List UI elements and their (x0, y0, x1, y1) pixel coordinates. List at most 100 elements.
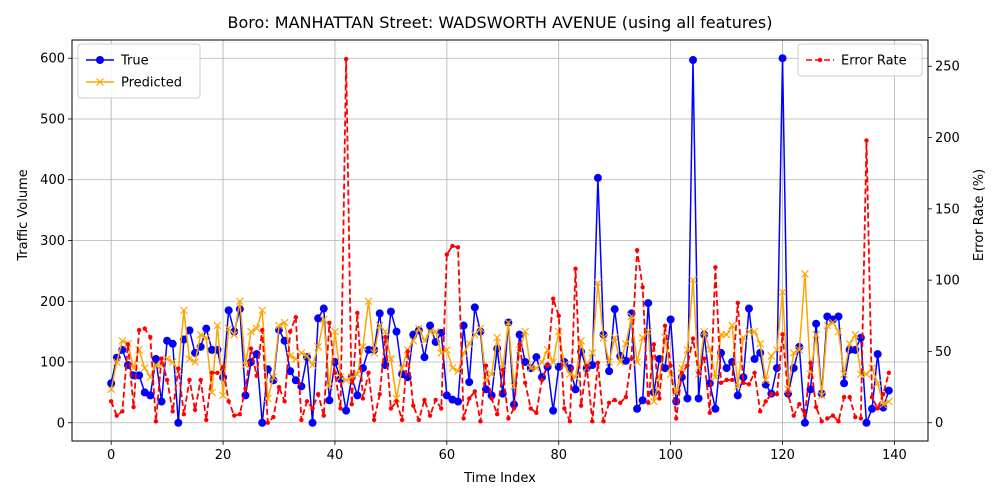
data-point-error-rate (707, 410, 713, 415)
legend-right: Error Rate (797, 43, 923, 77)
data-point-true (689, 56, 698, 65)
data-point-predicted (364, 297, 373, 306)
legend-left: True Predicted (77, 43, 201, 99)
data-point-error-rate (674, 416, 679, 421)
data-point-predicted (241, 361, 250, 369)
data-point-true (834, 312, 843, 321)
data-point-true (202, 324, 211, 333)
data-point-true (683, 394, 692, 403)
data-point-error-rate (287, 329, 293, 334)
data-point-error-rate (248, 346, 254, 351)
data-point-predicted (610, 333, 619, 342)
data-point-error-rate (495, 411, 500, 417)
data-point-predicted (230, 330, 239, 339)
data-point-error-rate (819, 419, 824, 424)
data-point-error-rate (136, 327, 142, 333)
data-point-error-rate (310, 406, 315, 411)
data-point-true (621, 356, 630, 365)
data-point-true (711, 404, 720, 413)
data-point-error-rate (741, 380, 746, 386)
data-point-error-rate (668, 363, 673, 368)
data-point-predicted (258, 306, 267, 315)
data-point-true (342, 406, 351, 415)
data-point-predicted (689, 276, 697, 284)
data-point-error-rate (315, 392, 321, 397)
data-point-error-rate (702, 356, 707, 361)
data-point-error-rate (243, 386, 248, 391)
data-point-true (291, 376, 300, 385)
data-point-error-rate (791, 413, 796, 418)
data-point-predicted (493, 333, 502, 342)
data-point-predicted (571, 373, 580, 382)
y2-tick-label: 50 (935, 345, 952, 360)
data-point-true (761, 380, 770, 389)
y2-tick-label: 250 (935, 60, 960, 75)
data-point-error-rate (836, 419, 841, 424)
data-point-error-rate (192, 407, 198, 413)
data-point-predicted (845, 339, 854, 348)
data-point-error-rate (204, 417, 209, 423)
data-point-error-rate (590, 419, 595, 424)
data-point-predicted (873, 379, 882, 388)
data-point-error-rate (506, 416, 511, 421)
data-point-error-rate (618, 400, 623, 405)
data-point-true (638, 396, 647, 405)
data-point-error-rate (153, 419, 159, 424)
y-tick-label: 0 (57, 416, 65, 431)
data-point-error-rate (483, 363, 489, 368)
data-point-true (319, 304, 328, 313)
data-point-predicted (828, 318, 837, 327)
data-point-error-rate (657, 396, 662, 401)
data-point-error-rate (299, 417, 304, 423)
data-point-true (879, 403, 888, 412)
data-point-true (750, 354, 759, 363)
data-point-true (151, 354, 160, 363)
data-point-predicted (778, 288, 787, 297)
series-layer (107, 54, 893, 427)
data-point-error-rate (780, 332, 785, 337)
data-point-predicted (800, 269, 809, 278)
data-point-error-rate (226, 399, 231, 404)
data-point-error-rate (606, 400, 612, 405)
data-point-predicted (112, 358, 121, 366)
data-point-true (168, 339, 177, 348)
y-tick-label: 300 (40, 234, 65, 249)
legend-label: Predicted (121, 76, 182, 91)
data-point-predicted (728, 321, 737, 330)
data-point-predicted (621, 339, 630, 348)
data-point-predicted (549, 358, 558, 366)
data-point-predicted (644, 327, 653, 336)
data-point-error-rate (718, 380, 724, 386)
y-tick-label: 100 (40, 356, 65, 371)
data-point-error-rate (517, 342, 522, 347)
data-point-error-rate (830, 413, 836, 418)
y-tick-label: 600 (40, 52, 65, 67)
data-point-error-rate (405, 349, 410, 354)
data-point-predicted (431, 327, 440, 336)
data-point-error-rate (237, 411, 243, 417)
data-point-predicted (342, 376, 351, 385)
data-point-error-rate (511, 406, 517, 411)
data-point-predicted (297, 348, 306, 357)
data-point-error-rate (578, 403, 584, 408)
data-point-predicted (543, 345, 552, 354)
data-point-predicted (151, 361, 160, 369)
data-point-predicted (275, 321, 283, 330)
data-point-error-rate (433, 397, 438, 403)
data-point-predicted (538, 358, 546, 366)
data-point-true (146, 391, 155, 400)
data-point-error-rate (327, 320, 332, 326)
data-point-error-rate (148, 334, 153, 340)
data-point-error-rate (293, 315, 298, 320)
data-point-error-rate (817, 57, 823, 63)
data-point-predicted (884, 397, 893, 406)
data-point-predicted (879, 400, 888, 409)
data-point-error-rate (785, 392, 791, 397)
data-point-predicted (196, 330, 205, 339)
data-point-predicted (202, 333, 211, 342)
data-point-error-rate (360, 396, 366, 401)
data-point-error-rate (595, 360, 601, 366)
data-point-true (633, 404, 642, 413)
y-tick-label: 500 (40, 112, 65, 127)
data-point-error-rate (869, 394, 875, 400)
